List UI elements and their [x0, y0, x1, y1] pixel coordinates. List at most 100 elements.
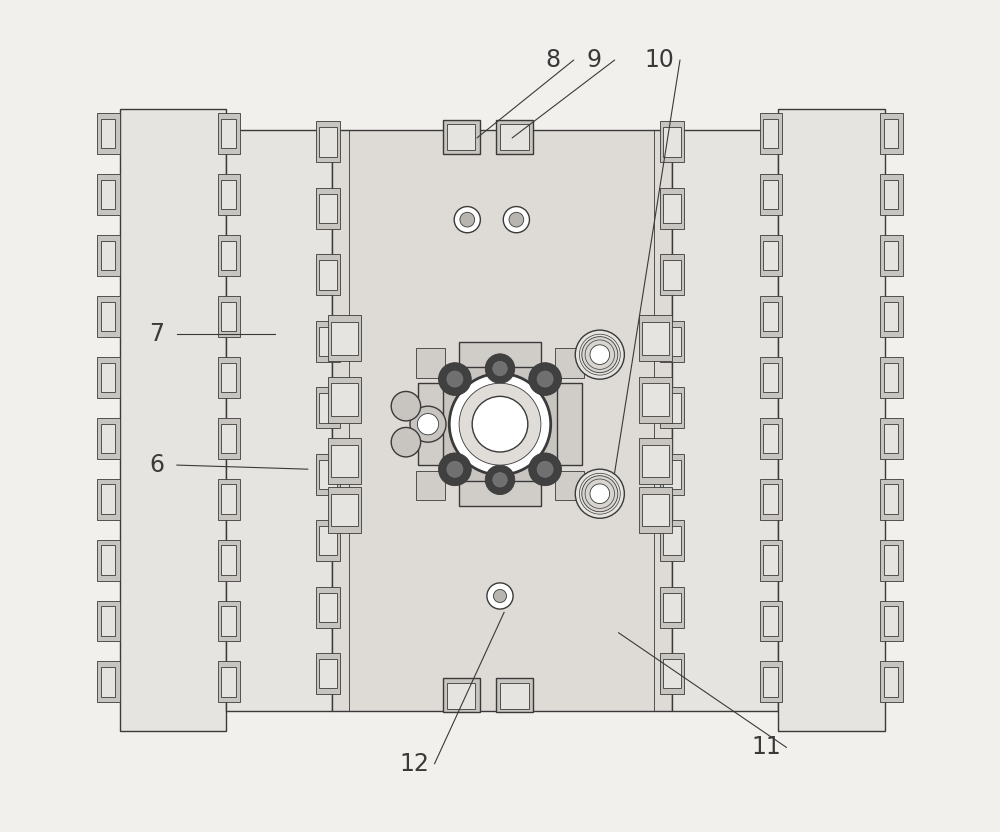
Bar	[319, 194, 337, 223]
Bar	[880, 540, 903, 581]
Bar	[760, 661, 782, 702]
Bar	[316, 321, 340, 362]
Bar	[660, 388, 684, 428]
Bar	[331, 322, 358, 354]
Bar	[416, 348, 445, 378]
Bar	[101, 302, 115, 331]
Bar	[332, 130, 672, 711]
Bar	[880, 661, 903, 702]
Bar	[880, 478, 903, 520]
Bar	[884, 302, 898, 331]
Bar	[120, 109, 226, 731]
Bar	[218, 296, 240, 337]
Bar	[97, 235, 120, 276]
Bar	[218, 235, 240, 276]
Bar	[884, 119, 898, 148]
Bar	[660, 587, 684, 627]
Circle shape	[454, 206, 480, 233]
Bar	[316, 388, 340, 428]
Bar	[97, 661, 120, 702]
Bar	[101, 607, 115, 636]
Bar	[459, 343, 541, 506]
Circle shape	[410, 406, 446, 442]
Bar	[663, 393, 681, 423]
Bar	[763, 607, 778, 636]
Bar	[443, 678, 480, 712]
Bar	[221, 240, 236, 270]
Bar	[760, 418, 782, 458]
Bar	[218, 357, 240, 398]
Circle shape	[529, 363, 561, 395]
Circle shape	[487, 583, 513, 609]
Circle shape	[485, 354, 515, 384]
Circle shape	[439, 453, 471, 486]
Bar	[218, 661, 240, 702]
Text: 11: 11	[751, 735, 781, 760]
Bar	[226, 130, 332, 711]
Bar	[660, 653, 684, 694]
Bar	[763, 363, 778, 392]
Bar	[331, 444, 358, 478]
Bar	[763, 545, 778, 575]
Bar	[319, 393, 337, 423]
Bar	[218, 174, 240, 215]
Bar	[101, 667, 115, 696]
Bar	[97, 418, 120, 458]
Bar	[101, 423, 115, 453]
Bar	[319, 659, 337, 688]
Bar	[555, 471, 584, 500]
Bar	[880, 296, 903, 337]
Bar	[319, 526, 337, 556]
Bar	[880, 174, 903, 215]
Bar	[221, 484, 236, 514]
Bar	[101, 363, 115, 392]
Bar	[500, 683, 529, 709]
Bar	[763, 240, 778, 270]
Bar	[663, 327, 681, 356]
Bar	[660, 321, 684, 362]
Bar	[642, 322, 669, 354]
Bar	[639, 438, 672, 484]
Text: 8: 8	[546, 48, 561, 72]
Bar	[642, 444, 669, 478]
Bar	[642, 384, 669, 416]
Bar	[760, 540, 782, 581]
Circle shape	[536, 370, 554, 388]
Bar	[101, 180, 115, 210]
Bar	[760, 601, 782, 641]
Circle shape	[536, 460, 554, 478]
Bar	[101, 119, 115, 148]
Bar	[447, 124, 475, 150]
Bar	[760, 113, 782, 154]
Circle shape	[446, 370, 464, 388]
Bar	[328, 438, 361, 484]
Circle shape	[575, 469, 624, 518]
Bar	[763, 180, 778, 210]
Bar	[316, 453, 340, 495]
Circle shape	[509, 212, 524, 227]
Bar	[660, 520, 684, 562]
Bar	[316, 587, 340, 627]
Bar	[221, 180, 236, 210]
Circle shape	[485, 465, 515, 494]
Bar	[316, 121, 340, 162]
Circle shape	[449, 374, 551, 475]
Bar	[319, 127, 337, 156]
Bar	[319, 592, 337, 622]
Bar	[331, 493, 358, 527]
Bar	[884, 667, 898, 696]
Circle shape	[391, 428, 421, 457]
Bar	[663, 194, 681, 223]
Bar	[221, 607, 236, 636]
Bar	[316, 255, 340, 295]
Bar	[663, 459, 681, 489]
Bar	[763, 667, 778, 696]
Bar	[319, 459, 337, 489]
Bar	[660, 121, 684, 162]
Bar	[221, 363, 236, 392]
Bar	[880, 418, 903, 458]
Bar	[97, 357, 120, 398]
Circle shape	[492, 360, 508, 377]
Circle shape	[590, 344, 610, 364]
Bar	[760, 478, 782, 520]
